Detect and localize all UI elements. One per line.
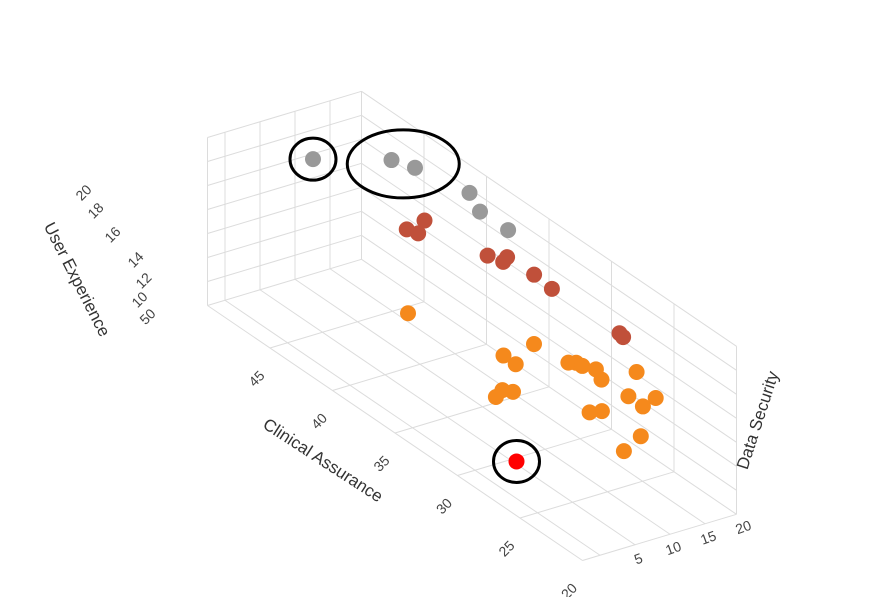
highlight-ring (288, 136, 338, 182)
z-tick-label: 14 (124, 248, 146, 270)
brown-data-point (410, 225, 427, 242)
orange-data-point (647, 389, 664, 406)
x-tick-label: 35 (370, 452, 392, 474)
data-points (305, 151, 664, 470)
z-tick-label: 20 (72, 181, 94, 203)
grid-line-x (519, 471, 675, 519)
grid-line-x (269, 301, 425, 349)
brown-data-point (499, 249, 516, 266)
x-tick-label: 45 (245, 367, 267, 389)
x-tick-label: 40 (308, 410, 330, 432)
gray-data-point (305, 151, 321, 168)
grid-line-z-back (361, 138, 737, 395)
gray-data-point (500, 222, 517, 239)
grid-line-z (207, 162, 362, 210)
grid-line-x (332, 343, 487, 391)
grid-line-z (207, 114, 362, 162)
grid-line-z (207, 234, 362, 282)
orange-data-point (507, 356, 524, 373)
grid-line-z (207, 186, 362, 234)
brown-data-point (615, 329, 632, 346)
y-axis-title: Data Security (733, 368, 783, 471)
orange-data-point (574, 357, 591, 374)
orange-data-point (593, 403, 610, 420)
grid-line-z-back (361, 210, 737, 467)
grid-line-y (207, 305, 583, 561)
brown-data-point (479, 247, 496, 264)
brown-data-point (416, 212, 433, 229)
z-tick-label: 18 (84, 199, 106, 221)
grid-line-x (457, 428, 612, 476)
highlight-ring (345, 128, 461, 200)
grid-line-x (582, 513, 737, 561)
y-tick-label: 10 (663, 538, 683, 558)
orange-data-point (628, 363, 645, 380)
orange-data-point (634, 398, 651, 415)
x-tick-label: 25 (495, 537, 517, 559)
z-tick-label: 16 (101, 223, 123, 245)
grid-line-z (207, 90, 362, 138)
z-axis-title: User Experience (40, 219, 114, 340)
brown-data-point (526, 266, 543, 283)
orange-data-point (581, 404, 598, 421)
red-data-point (508, 453, 525, 470)
x-tick-label: 20 (558, 580, 580, 597)
grid-line-x (207, 258, 362, 306)
orange-data-point (495, 347, 512, 364)
gray-data-point (407, 159, 423, 176)
orange-data-point (593, 371, 610, 388)
y-tick-label: 5 (632, 550, 645, 568)
orange-data-point (615, 443, 632, 460)
x-axis-title: Clinical Assurance (260, 415, 387, 507)
grid-line-y (224, 299, 601, 556)
z-tick-label: 12 (132, 269, 154, 291)
gray-data-point (461, 184, 478, 201)
gray-data-point (472, 203, 488, 220)
grid-line-z-back (361, 114, 737, 371)
y-tick-label: 15 (698, 527, 718, 547)
highlight-ring (492, 438, 541, 484)
brown-data-point (543, 280, 560, 297)
grid-line-z-back (361, 90, 737, 347)
grid-line-z (207, 138, 362, 186)
grid-line-y (259, 289, 636, 546)
orange-data-point (620, 388, 637, 405)
x-tick-label: 30 (433, 495, 455, 517)
y-tick-label: 20 (733, 517, 753, 537)
gray-data-point (383, 152, 400, 169)
orange-data-point (487, 389, 504, 406)
orange-data-point (400, 305, 416, 322)
grid (207, 90, 737, 561)
grid-line-z-back (361, 234, 737, 491)
grid-line-y (294, 278, 671, 535)
orange-data-point (632, 428, 649, 445)
grid-line-z (207, 210, 362, 258)
axis-titles: Clinical Assurance Data Security User Ex… (40, 219, 783, 506)
orange-data-point (526, 336, 542, 353)
highlight-rings (288, 128, 541, 484)
grid-line-y (361, 258, 737, 515)
grid-line-x (394, 386, 550, 434)
